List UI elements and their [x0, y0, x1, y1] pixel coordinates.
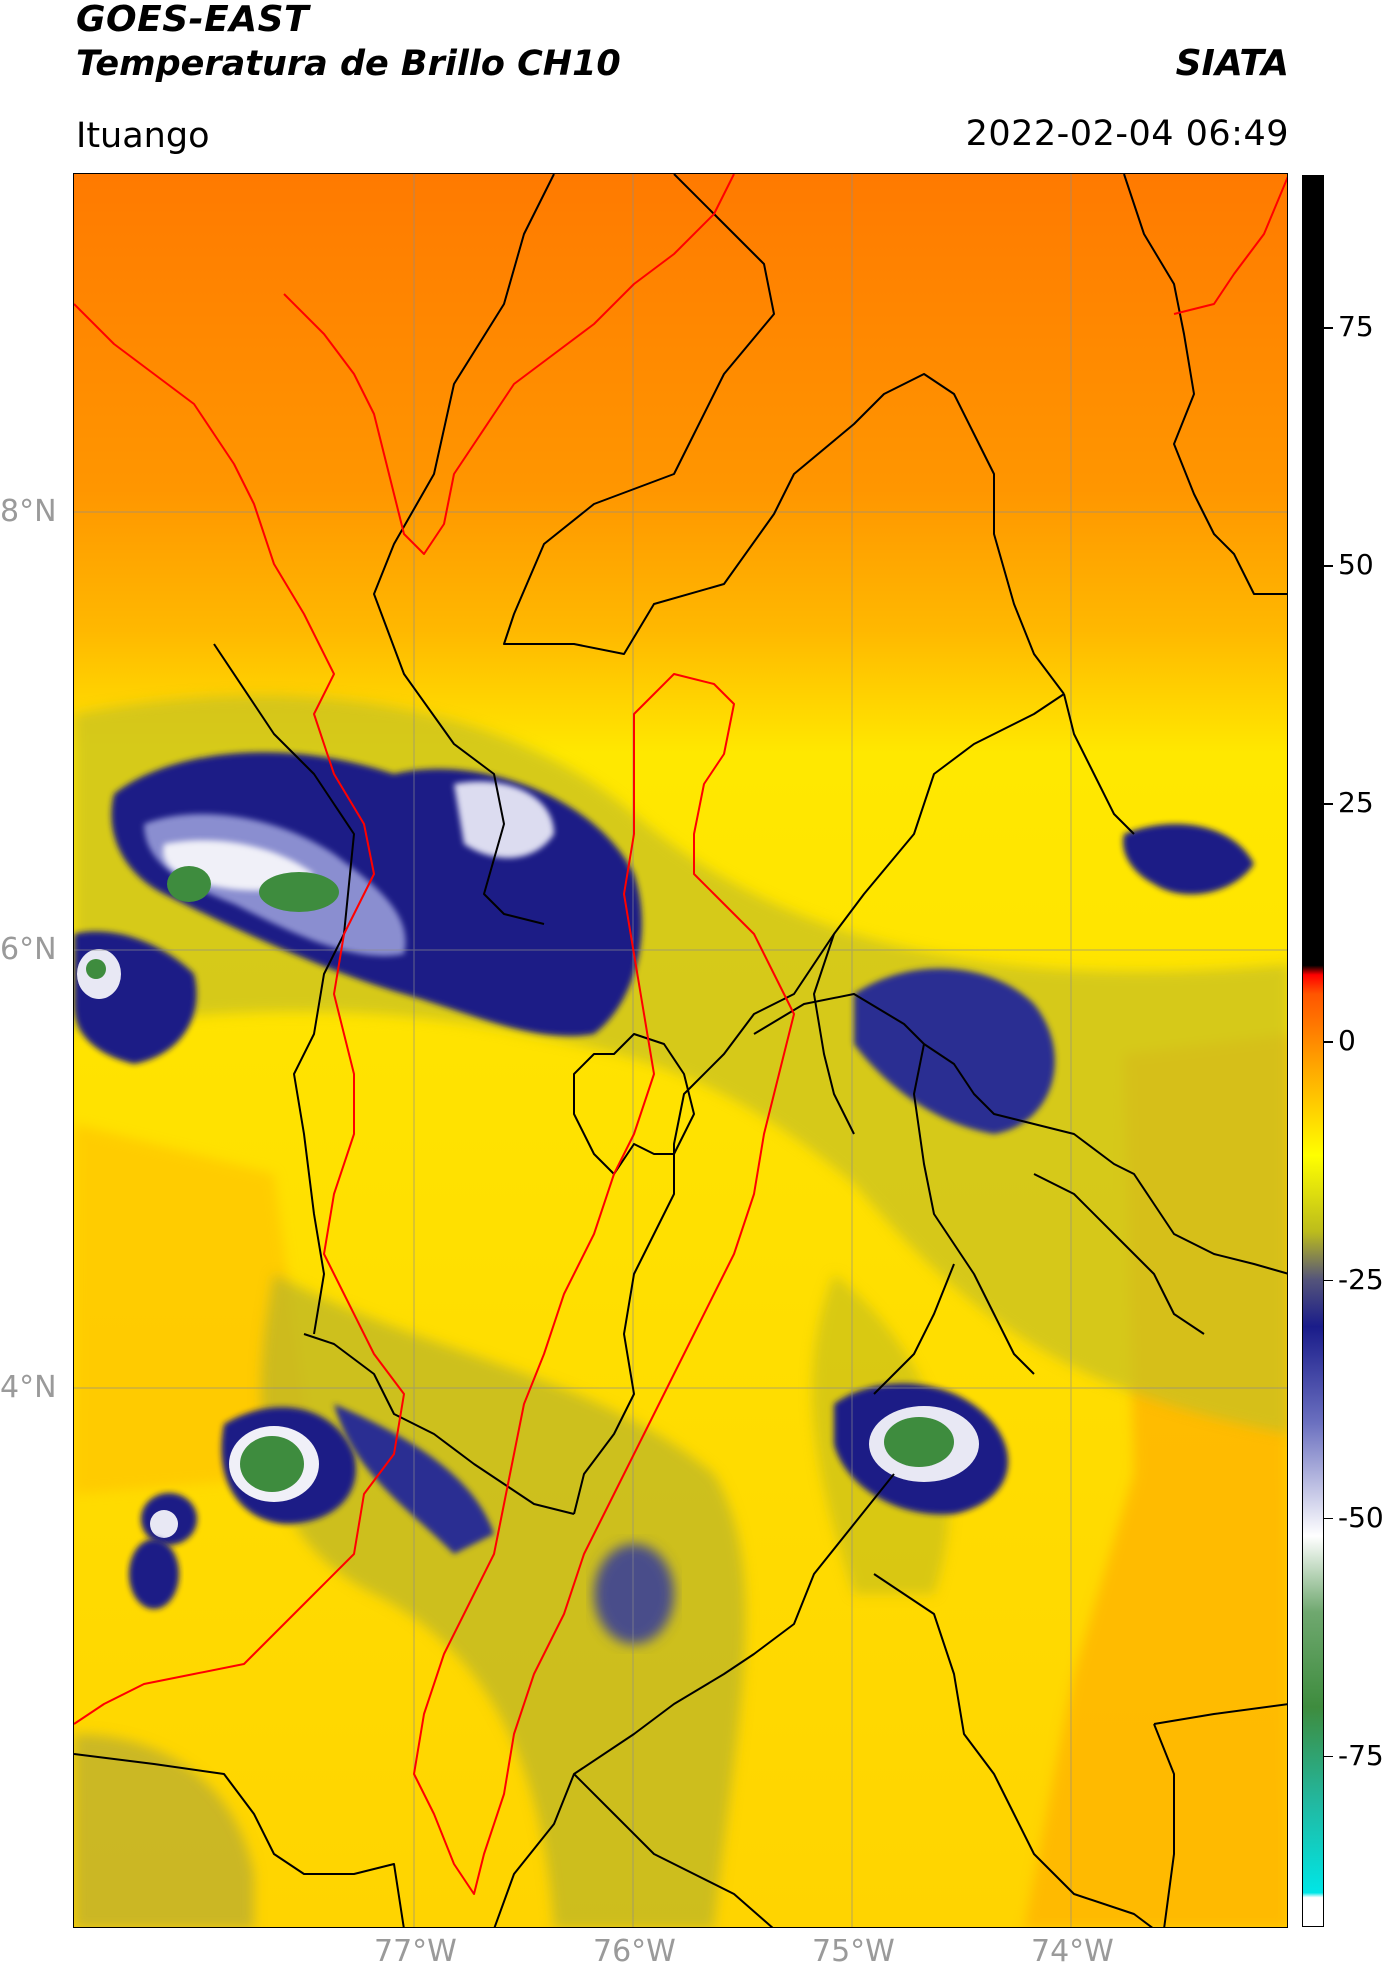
pacific-warm-region [74, 1124, 314, 1494]
coldest-core-4 [240, 1436, 304, 1492]
colorbar-tick [1324, 1041, 1333, 1043]
coldest-core-1 [167, 866, 211, 902]
graticule [74, 174, 1287, 1927]
lon-label-76w: 76°W [593, 1934, 676, 1969]
colorbar-tick-label: -25 [1338, 1262, 1384, 1296]
product-title: Temperatura de Brillo CH10 [76, 44, 621, 84]
colorbar-tick [1324, 1755, 1333, 1757]
lon-label-77w: 77°W [374, 1934, 457, 1969]
location-label: Ituango [76, 116, 210, 156]
lat-label-4n: 4°N [0, 1370, 57, 1405]
colorbar-tick-label: 50 [1338, 548, 1374, 582]
department-boundaries [74, 174, 1287, 1927]
colorbar-tick-label: -75 [1338, 1738, 1384, 1772]
map-canvas [74, 174, 1287, 1927]
colorbar-tick [1324, 565, 1333, 567]
satellite-title: GOES-EAST [76, 0, 310, 40]
coldest-core-2 [259, 872, 339, 912]
brightness-temperature-map [73, 173, 1288, 1928]
lon-label-75w: 75°W [812, 1934, 895, 1969]
lon-label-74w: 74°W [1031, 1934, 1114, 1969]
colorbar-tick-label: -50 [1338, 1500, 1384, 1534]
colorbar-tick-label: 0 [1338, 1024, 1356, 1058]
colorbar-tick-label: 75 [1338, 310, 1374, 344]
colorbar-tick [1324, 1517, 1333, 1519]
colorbar-tick [1324, 803, 1333, 805]
antioquia-boundaries [74, 174, 1287, 1895]
organization-label: SIATA [1175, 43, 1289, 84]
lat-label-8n: 8°N [0, 494, 57, 529]
colorbar-tick-label: 25 [1338, 786, 1374, 820]
datetime-label: 2022-02-04 06:49 [965, 114, 1289, 154]
lat-label-6n: 6°N [0, 932, 57, 967]
coldest-core-3 [884, 1417, 954, 1467]
cloud-cluster-east [854, 968, 1055, 1134]
temperature-colorbar [1302, 175, 1324, 1927]
colorbar-tick [1324, 327, 1333, 329]
convective-cloud-systems [74, 752, 1254, 1644]
colorbar-tick [1324, 1279, 1333, 1281]
cloud-cluster-northeast [1123, 824, 1254, 895]
